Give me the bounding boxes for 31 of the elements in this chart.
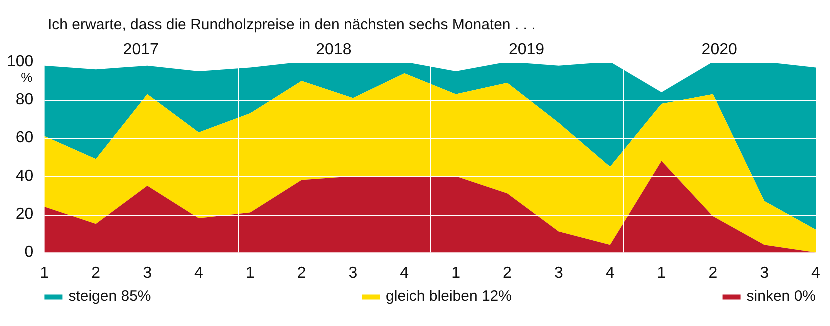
y-tick-label: 60 — [16, 130, 34, 147]
x-tick-label: 3 — [143, 264, 152, 282]
x-tick-label: 3 — [760, 264, 770, 282]
text: 2017 — [123, 41, 160, 58]
x-tick-label: 2 — [297, 264, 306, 282]
x-tick-label: 1 — [246, 264, 255, 282]
x-tick-label: 3 — [554, 264, 564, 282]
x-tick-label: 4 — [812, 264, 821, 282]
legend-label: gleich bleiben 12% — [386, 288, 512, 305]
chart-title: Ich erwarte, dass die Rundholzpreise in den nächsten sechs Monaten . . . — [48, 16, 536, 34]
x-tick-label: 2 — [708, 264, 718, 282]
x-tick-label: 4 — [194, 264, 204, 282]
text: 2020 — [702, 41, 738, 58]
x-tick-label: 3 — [348, 264, 358, 282]
y-tick-label: 100 — [6, 53, 34, 70]
x-tick-label: 1 — [657, 264, 666, 282]
y-tick-label: 80 — [16, 92, 34, 109]
y-tick-label: 20 — [16, 206, 34, 224]
y-axis-title: % — [21, 70, 34, 86]
y-tick-label: 0 — [24, 244, 34, 262]
x-tick-label: 4 — [400, 264, 410, 282]
legend-label: steigen 85% — [68, 288, 152, 305]
y-tick-label: 40 — [16, 168, 34, 185]
x-tick-label: 1 — [452, 264, 461, 282]
x-tick-label: 2 — [503, 264, 512, 282]
text: 2018 — [316, 41, 352, 58]
legend-label: sinken 0% — [746, 288, 816, 305]
x-tick-label: 2 — [92, 264, 101, 282]
text: 2019 — [508, 41, 545, 58]
x-tick-label: 4 — [606, 264, 615, 282]
x-tick-label: 1 — [40, 264, 50, 282]
